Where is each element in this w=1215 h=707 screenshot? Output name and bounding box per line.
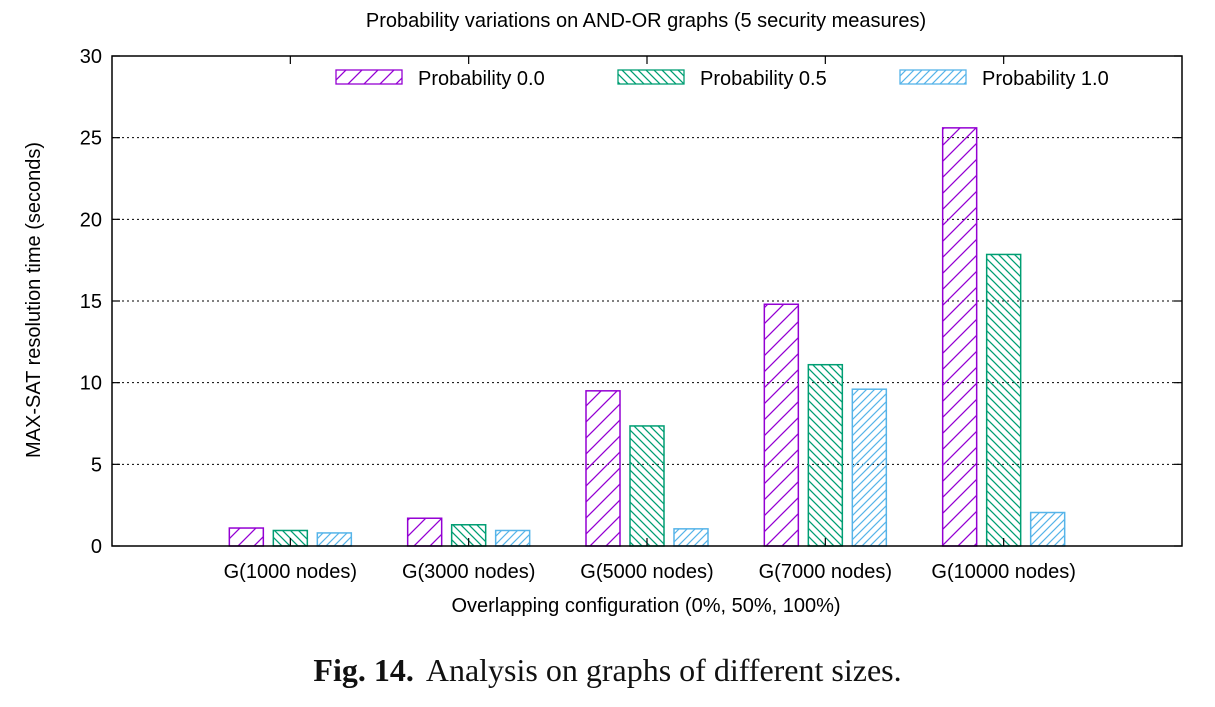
legend-swatch: [899, 69, 967, 85]
legend-swatch: [617, 69, 685, 85]
legend-label: Probability 0.0: [418, 68, 545, 90]
y-tick-label: 25: [80, 128, 102, 150]
bar: [1029, 511, 1066, 547]
x-tick-label: G(1000 nodes): [224, 561, 357, 583]
bar: [316, 532, 353, 547]
chart-title: Probability variations on AND-OR graphs …: [366, 10, 926, 32]
figure-caption-text: Analysis on graphs of different sizes.: [425, 652, 902, 688]
y-tick-label: 15: [80, 291, 102, 313]
legend-swatch: [335, 69, 403, 85]
bar: [941, 127, 978, 547]
bar: [985, 253, 1022, 547]
bar: [494, 529, 531, 547]
y-tick-label: 30: [80, 46, 102, 68]
x-axis-label: Overlapping configuration (0%, 50%, 100%…: [451, 595, 840, 617]
bar: [673, 528, 709, 547]
legend-label: Probability 1.0: [982, 68, 1109, 90]
bar: [585, 390, 621, 547]
bar: [763, 303, 800, 547]
bar: [228, 527, 265, 547]
bar: [406, 517, 443, 547]
bar: [807, 363, 844, 547]
x-tick-label: G(10000 nodes): [931, 561, 1076, 583]
x-axis-ticks: G(1000 nodes) G(3000 nodes) G(5000 nodes) G…: [224, 56, 1076, 583]
x-tick-label: G(5000 nodes): [580, 561, 713, 583]
y-axis-label: MAX-SAT resolution time (seconds): [23, 142, 45, 458]
x-tick-label: G(7000 nodes): [759, 561, 892, 583]
y-tick-label: 0: [91, 536, 102, 558]
bars: [228, 127, 1066, 547]
y-tick-label: 10: [80, 373, 102, 395]
grid-lines: [112, 137, 1182, 465]
y-axis-ticks: 0 5 10 15 20 25 30: [80, 46, 1182, 558]
bar: [851, 388, 888, 547]
bar-chart: Probability variations on AND-OR graphs …: [23, 10, 1183, 617]
bar: [629, 425, 665, 547]
figure-caption: Fig. 14. Analysis on graphs of different …: [0, 652, 1215, 689]
y-tick-label: 5: [91, 454, 102, 476]
figure-label: Fig. 14.: [313, 652, 414, 688]
legend-label: Probability 0.5: [700, 68, 827, 90]
x-tick-label: G(3000 nodes): [402, 561, 535, 583]
y-tick-label: 20: [80, 209, 102, 231]
legend: Probability 0.0 Probability 0.5 Probabilit…: [335, 68, 1109, 90]
